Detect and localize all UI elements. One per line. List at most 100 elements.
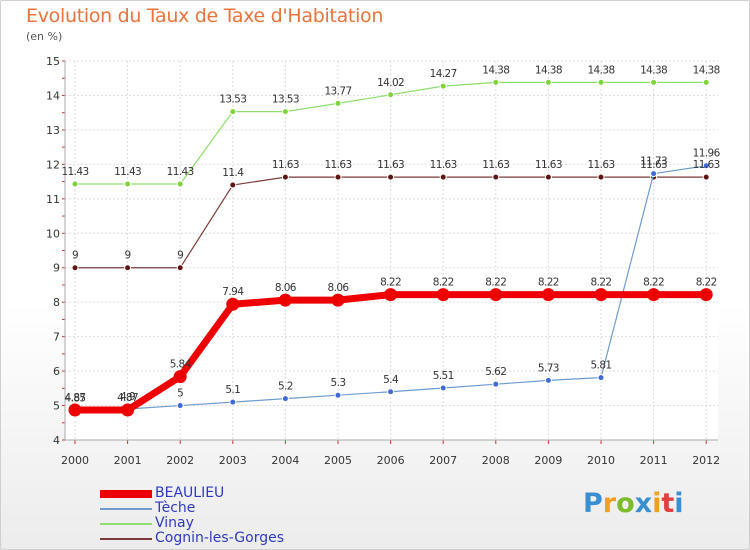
legend-swatch: [100, 490, 152, 498]
data-label: 13.77: [324, 85, 351, 97]
data-point: [124, 264, 132, 272]
series-lines: [68, 78, 713, 417]
x-tick-label: 2001: [114, 454, 142, 467]
data-label: 14.38: [587, 64, 614, 76]
data-point: [226, 297, 240, 311]
data-label: 8.22: [538, 277, 559, 289]
x-tick-label: 2004: [271, 454, 299, 467]
x-tick-label: 2005: [324, 454, 352, 467]
data-label: 4.87: [117, 392, 138, 404]
x-tick-label: 2011: [640, 454, 668, 467]
data-label: 5.62: [485, 366, 506, 378]
data-label: 11.73: [640, 156, 667, 168]
legend-label: Cognin-les-Gorges: [155, 530, 284, 546]
data-label: 9: [72, 250, 78, 262]
data-label: 13.53: [272, 94, 299, 106]
data-point: [544, 173, 552, 181]
data-label: 11.63: [587, 159, 614, 171]
axes: 4 5 6 7 8 9 10 11 12 13 14 15 2000 2001 2002 2003 2004 20…: [46, 55, 720, 467]
data-point: [176, 180, 184, 188]
data-label: 11.63: [640, 159, 667, 171]
legend-swatch: [100, 538, 152, 540]
data-point: [597, 173, 605, 181]
chart-subtitle: (en %): [26, 30, 63, 43]
data-label: 8.22: [696, 277, 717, 289]
y-tick-label: 9: [53, 262, 60, 275]
x-tick-label: 2010: [587, 454, 615, 467]
data-point: [121, 403, 135, 417]
legend-label: BEAULIEU: [155, 485, 225, 501]
data-point: [702, 162, 710, 170]
data-label: 8.22: [591, 277, 612, 289]
data-point: [229, 108, 237, 116]
data-point: [541, 288, 555, 302]
data-point: [334, 173, 342, 181]
data-point: [439, 384, 447, 392]
data-point: [544, 376, 552, 384]
data-point: [492, 78, 500, 86]
logo-letter: x: [634, 488, 653, 519]
data-label: 14.02: [377, 77, 404, 89]
data-point: [176, 264, 184, 272]
data-point: [436, 288, 450, 302]
data-label: 11.43: [61, 166, 88, 178]
data-label: 13.53: [219, 94, 246, 106]
data-point: [229, 398, 237, 406]
data-label: 8.22: [485, 277, 506, 289]
data-label: 11.43: [167, 166, 194, 178]
data-point: [699, 288, 713, 302]
data-point: [334, 99, 342, 107]
data-label: 11.63: [272, 159, 299, 171]
data-label: 14.27: [430, 68, 457, 80]
data-labels: 9 9 911.411.63 11.63 11.63 11.63 11.63 11.63 11.…: [61, 64, 721, 404]
data-point: [68, 403, 82, 417]
data-point: [229, 181, 237, 189]
data-point: [544, 78, 552, 86]
data-label: 4.9: [120, 391, 135, 403]
chart-title: Evolution du Taux de Taxe d'Habitation: [26, 5, 384, 27]
data-label: 8.22: [643, 277, 664, 289]
data-label: 7.94: [222, 286, 244, 298]
legend-swatch: [100, 508, 152, 510]
y-tick-label: 7: [53, 331, 60, 344]
logo-letter: P: [583, 488, 603, 519]
data-label: 14.38: [640, 64, 667, 76]
data-label: 14.38: [482, 64, 509, 76]
data-point: [281, 395, 289, 403]
data-label: 11.63: [535, 159, 562, 171]
data-label: 11.63: [324, 159, 351, 171]
data-label: 5.51: [433, 370, 454, 382]
data-label: 8.22: [380, 277, 401, 289]
data-point: [594, 288, 608, 302]
data-label: 8.06: [275, 282, 297, 294]
data-label: 11.63: [377, 159, 404, 171]
x-tick-label: 2008: [482, 454, 510, 467]
data-label: 5.73: [538, 362, 559, 374]
data-label: 8.22: [433, 277, 454, 289]
data-label: 5: [177, 388, 183, 400]
data-point: [597, 374, 605, 382]
data-label: 8.06: [328, 282, 350, 294]
data-label: 5.3: [331, 377, 346, 389]
data-point: [278, 293, 292, 307]
data-label: 9: [125, 250, 131, 262]
data-point: [71, 180, 79, 188]
data-label: 5.2: [278, 381, 293, 393]
data-point: [597, 78, 605, 86]
x-tick-label: 2002: [166, 454, 194, 467]
y-tick-label: 4: [53, 434, 60, 447]
logo-letter: t: [661, 488, 675, 519]
data-point: [281, 173, 289, 181]
x-tick-label: 2009: [534, 454, 562, 467]
data-point: [124, 180, 132, 188]
data-point: [439, 82, 447, 90]
data-point: [387, 173, 395, 181]
logo-letter: i: [652, 488, 662, 519]
data-label: 11.4: [222, 167, 244, 179]
data-point: [331, 293, 345, 307]
data-label: 11.63: [430, 159, 457, 171]
data-label: 11.63: [482, 159, 509, 171]
data-label: 5.1: [225, 384, 240, 396]
x-tick-label: 2007: [429, 454, 457, 467]
